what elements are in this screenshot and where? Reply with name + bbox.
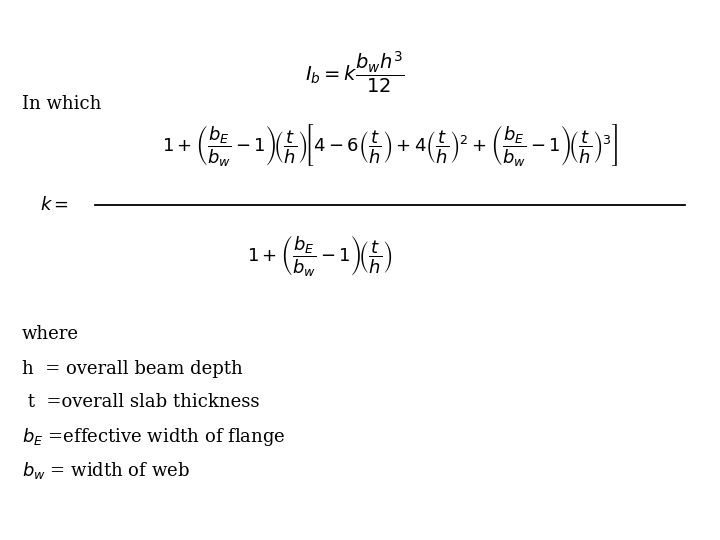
Text: $k =$: $k =$	[40, 196, 69, 214]
Text: $I_b = k\dfrac{b_w h^3}{12}$: $I_b = k\dfrac{b_w h^3}{12}$	[305, 50, 405, 95]
Text: In which: In which	[22, 95, 102, 113]
Text: $1+\left(\dfrac{b_E}{b_w}-1\right)\!\left(\dfrac{t}{h}\right)\!\left[4-6\left(\d: $1+\left(\dfrac{b_E}{b_w}-1\right)\!\lef…	[162, 122, 618, 168]
Text: t  =overall slab thickness: t =overall slab thickness	[22, 393, 259, 411]
Text: $1+\left(\dfrac{b_E}{b_w}-1\right)\!\left(\dfrac{t}{h}\right)$: $1+\left(\dfrac{b_E}{b_w}-1\right)\!\lef…	[247, 233, 393, 278]
Text: $b_E$ =effective width of flange: $b_E$ =effective width of flange	[22, 426, 285, 448]
Text: h  = overall beam depth: h = overall beam depth	[22, 360, 243, 378]
Text: $b_w$ = width of web: $b_w$ = width of web	[22, 460, 190, 481]
Text: where: where	[22, 325, 79, 343]
